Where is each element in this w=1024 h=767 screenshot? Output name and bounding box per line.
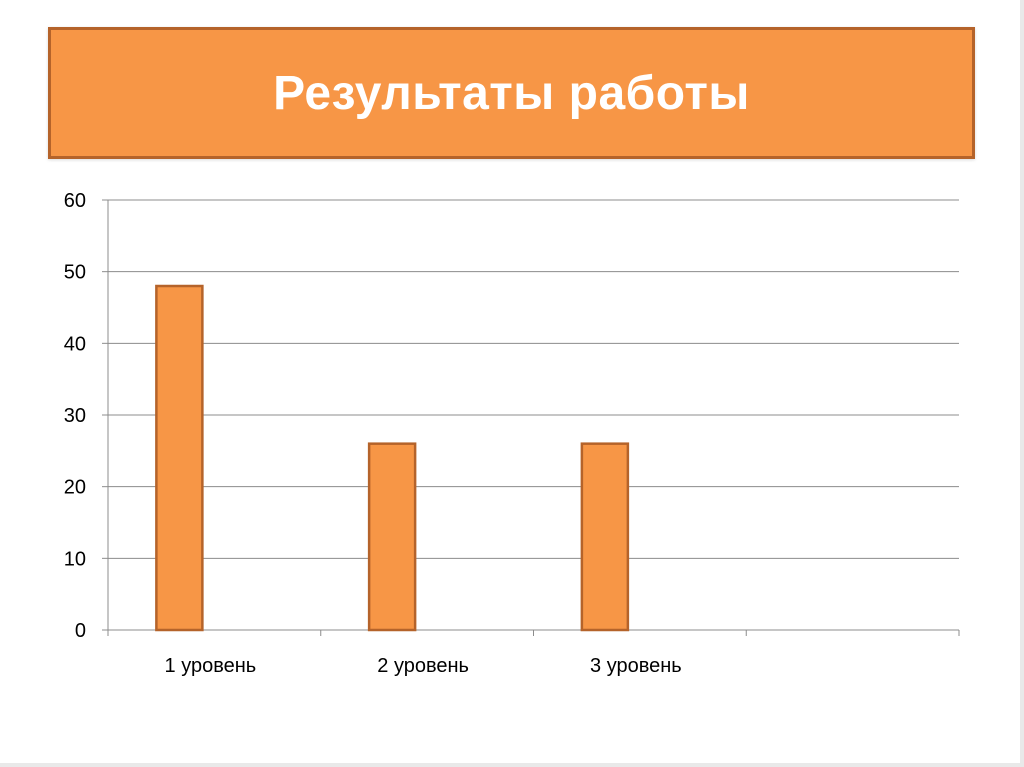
bar-2: [367, 442, 417, 632]
y-tick-label: 20: [64, 477, 86, 499]
bars: [155, 284, 630, 632]
y-tick-label: 50: [64, 262, 86, 284]
bar-1: [155, 284, 204, 632]
y-tick-label: 30: [64, 405, 86, 427]
slide-title: Результаты работы: [273, 66, 750, 120]
title-box: Результаты работы: [48, 27, 975, 159]
bar-3: [580, 442, 630, 632]
gridlines: [108, 199, 959, 559]
y-tick-labels: 0 10 20 30 40 50 60: [64, 190, 86, 642]
y-tick-label: 40: [64, 333, 86, 355]
x-tick-label: 2 уровень: [377, 655, 469, 677]
y-tick-label: 60: [64, 190, 86, 212]
y-tick-label: 0: [75, 620, 86, 642]
x-tick-label: 3 уровень: [590, 655, 682, 677]
axes: [102, 199, 960, 636]
y-tick-label: 10: [64, 548, 86, 570]
x-tick-labels: 1 уровень 2 уровень 3 уровень: [165, 655, 682, 677]
x-tick-label: 1 уровень: [165, 655, 257, 677]
